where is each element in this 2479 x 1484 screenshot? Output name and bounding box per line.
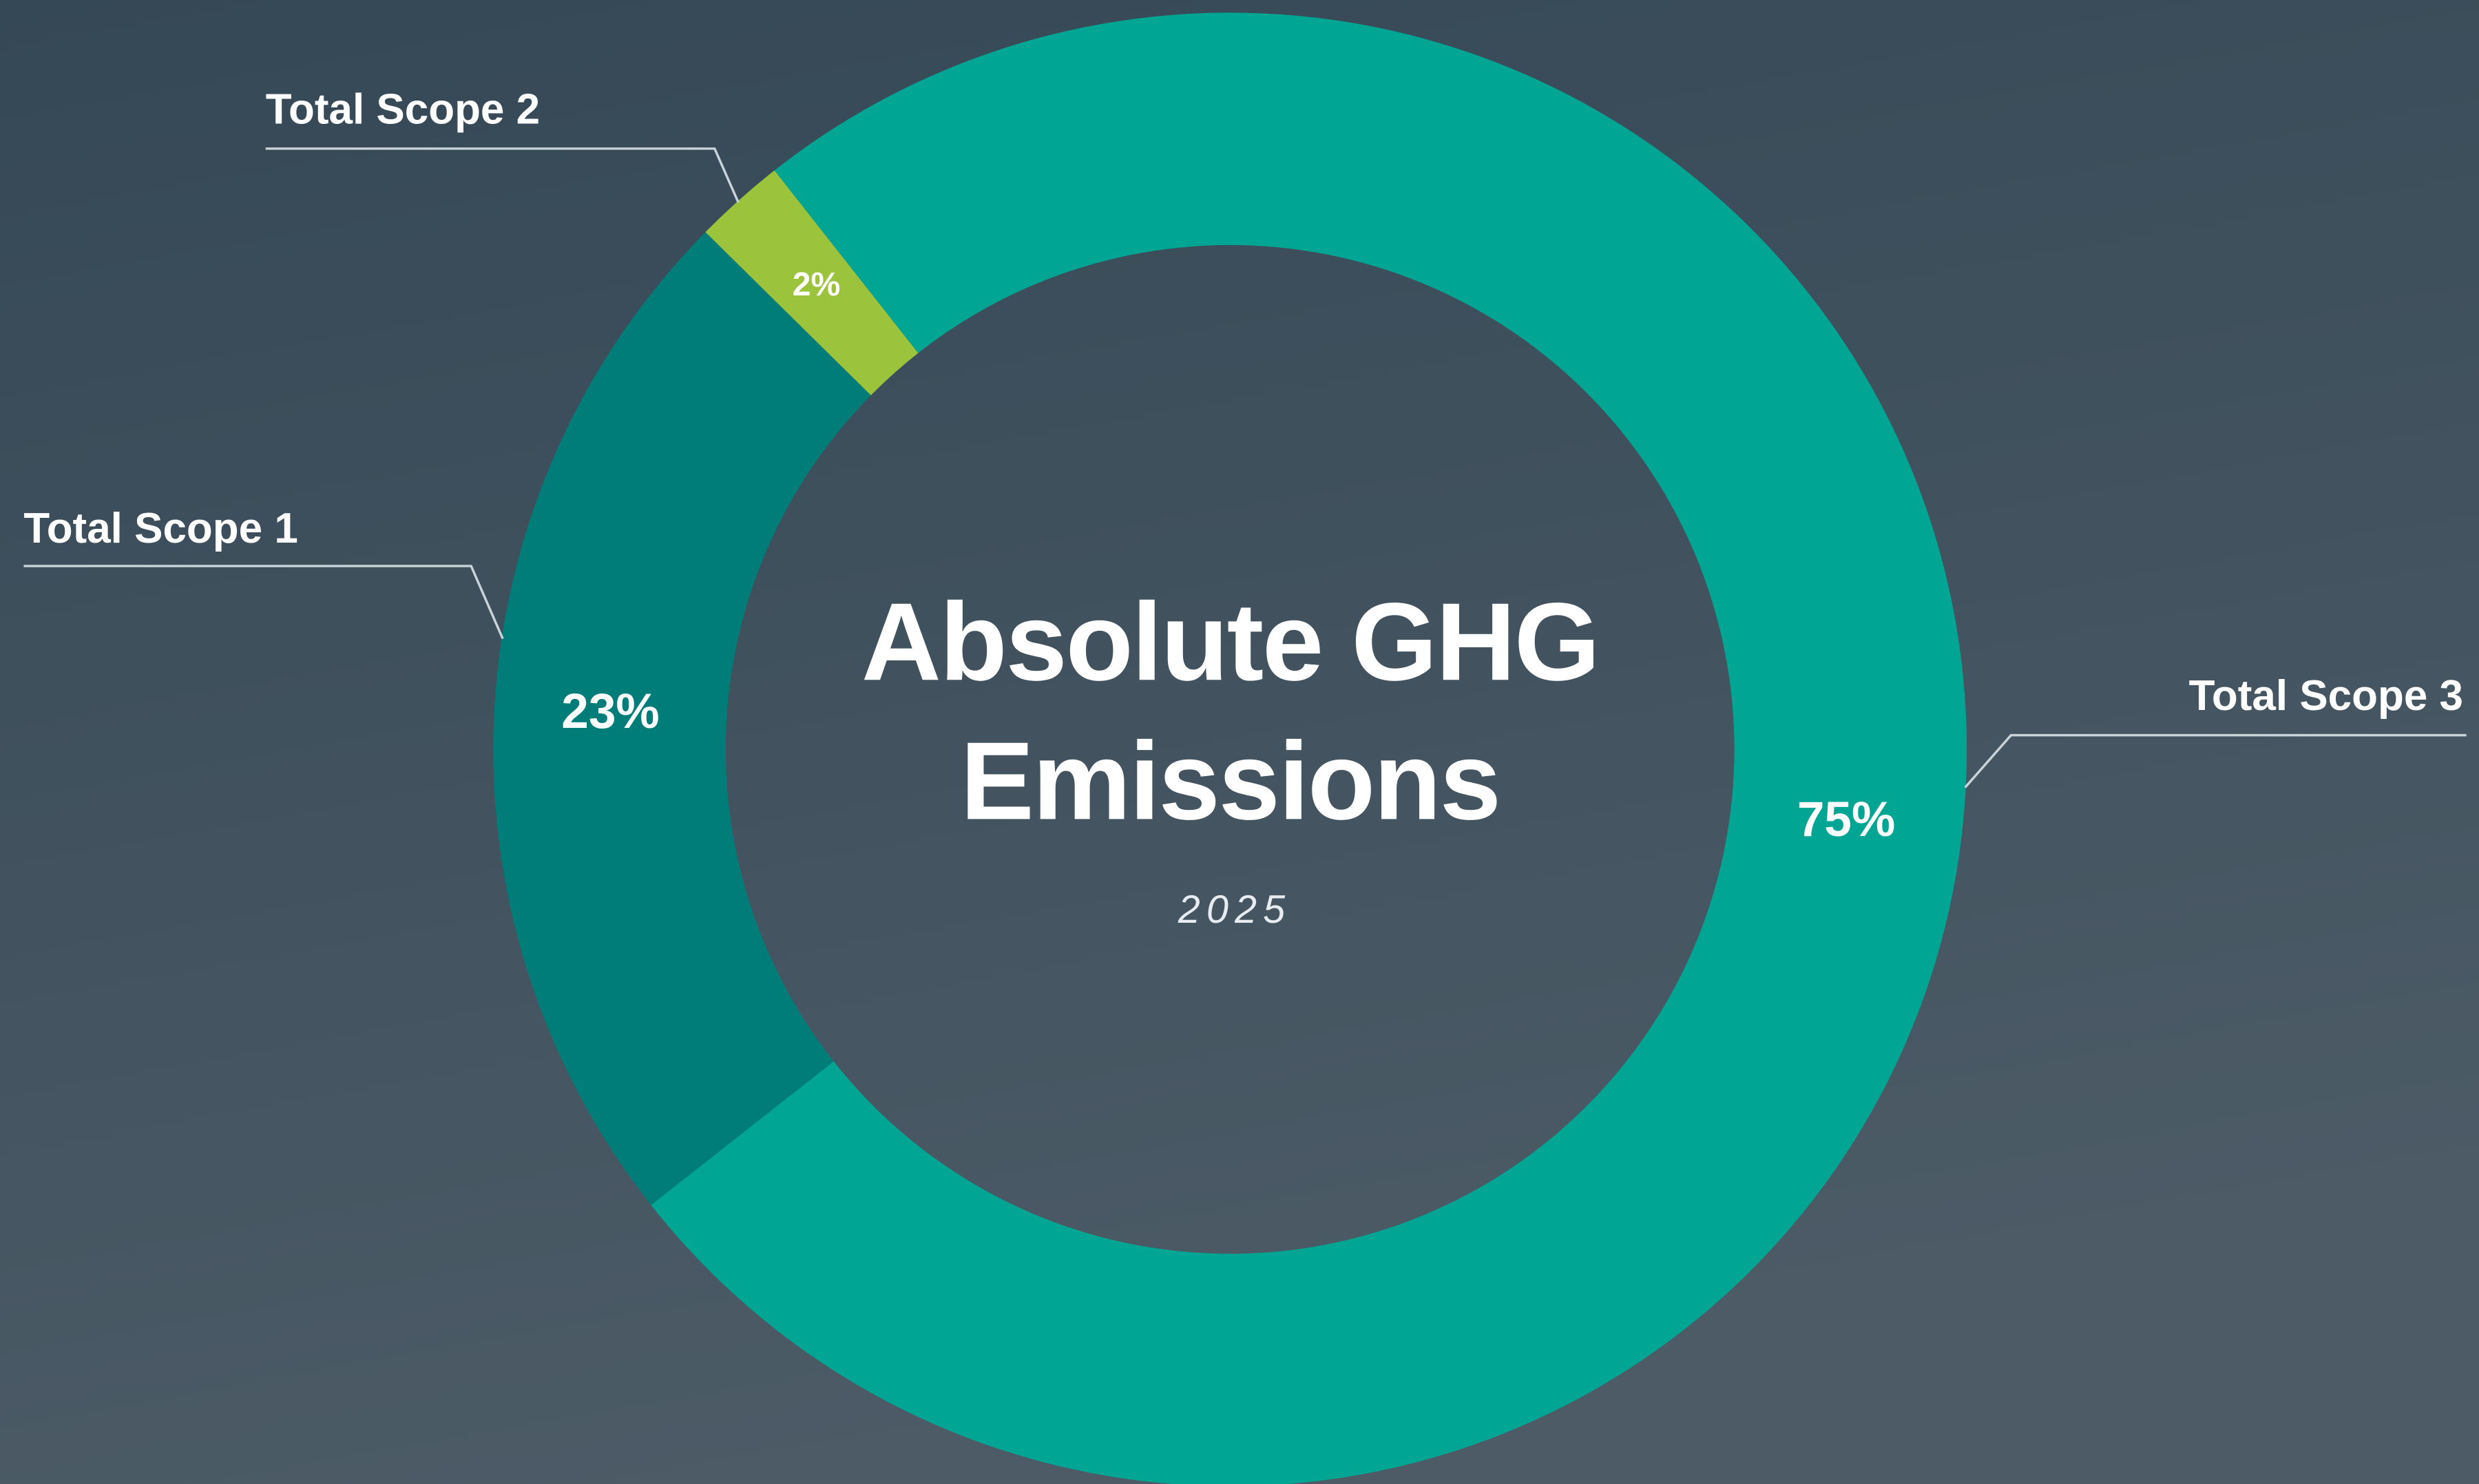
value-label: 2% <box>793 266 841 303</box>
category-label: Total Scope 2 <box>266 85 540 133</box>
donut-slice <box>493 232 871 1205</box>
category-label: Total Scope 1 <box>23 505 297 552</box>
donut-slice <box>651 12 1967 1484</box>
value-label: 75% <box>1797 793 1895 847</box>
chart-title: Absolute GHG Emissions <box>861 580 1600 843</box>
donut-slice <box>705 170 919 396</box>
leader-line <box>1964 733 2467 788</box>
category-label: Total Scope 3 <box>2189 672 2463 720</box>
value-label: 23% <box>561 684 659 739</box>
chart-subtitle: 2025 <box>1178 888 1291 932</box>
title-box: Absolute GHG Emissions <box>861 580 1600 843</box>
donut <box>493 12 1967 1484</box>
leader-line <box>265 147 740 203</box>
leader-line <box>23 565 504 640</box>
